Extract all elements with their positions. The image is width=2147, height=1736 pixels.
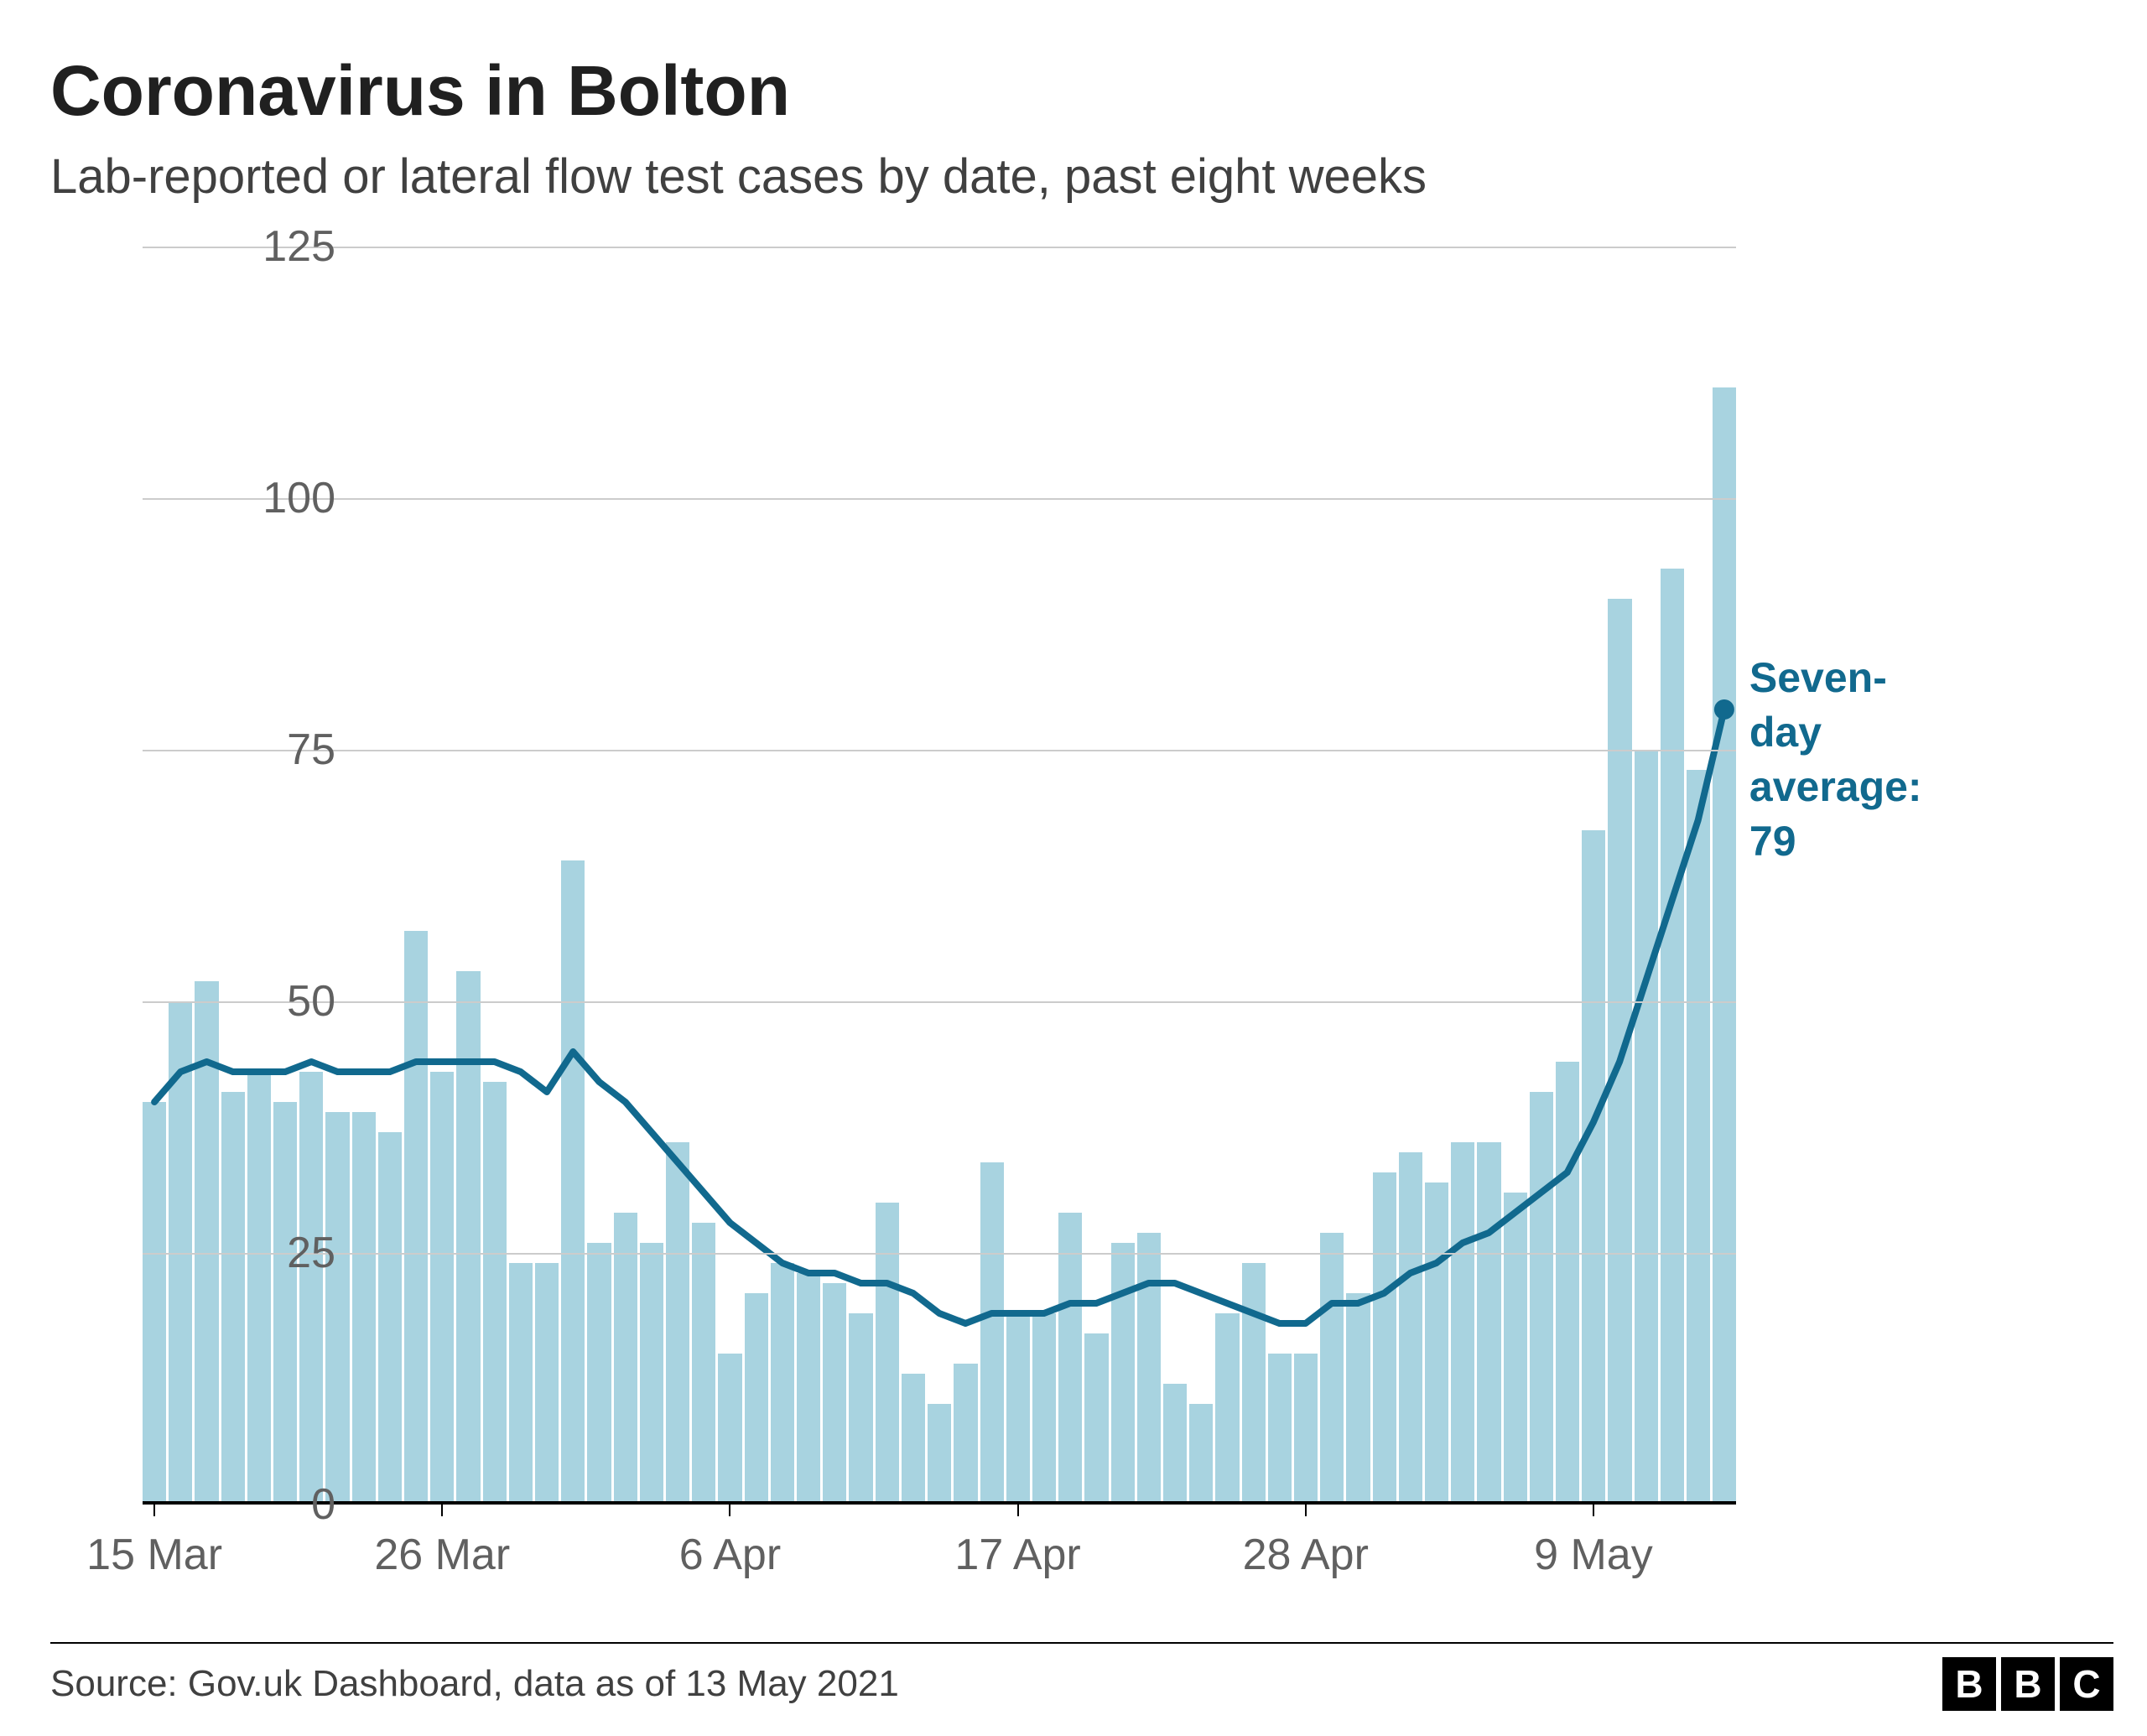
bar — [1530, 1092, 1553, 1505]
bar — [1608, 599, 1631, 1505]
x-tick — [153, 1505, 155, 1516]
bar — [1556, 1062, 1579, 1505]
x-tick — [729, 1505, 730, 1516]
bar — [1451, 1142, 1474, 1505]
x-tick — [1305, 1505, 1307, 1516]
x-axis-label: 26 Mar — [374, 1530, 510, 1580]
bar — [980, 1162, 1004, 1505]
chart-title: Coronavirus in Bolton — [50, 50, 2113, 132]
x-axis-label: 9 May — [1534, 1530, 1653, 1580]
bar — [1058, 1213, 1082, 1505]
footer: Source: Gov.uk Dashboard, data as of 13 … — [50, 1642, 2113, 1711]
x-axis-label: 28 Apr — [1243, 1530, 1369, 1580]
bar — [1084, 1333, 1108, 1505]
bar — [614, 1213, 637, 1505]
bar — [876, 1203, 899, 1505]
y-axis-label: 0 — [235, 1479, 335, 1530]
bar — [195, 981, 218, 1505]
bar — [247, 1072, 271, 1505]
bar — [1582, 830, 1605, 1505]
bar — [535, 1263, 559, 1505]
bar — [1189, 1404, 1213, 1505]
bar — [1137, 1233, 1161, 1505]
bbc-logo-block: C — [2060, 1657, 2113, 1711]
bar — [1713, 387, 1736, 1505]
bar — [954, 1364, 977, 1505]
bar — [692, 1223, 715, 1505]
chart-subtitle: Lab-reported or lateral flow test cases … — [50, 148, 2113, 205]
bar — [928, 1404, 951, 1505]
bar — [430, 1072, 454, 1505]
y-axis-label: 50 — [235, 976, 335, 1027]
bar — [221, 1092, 245, 1505]
bar — [1268, 1354, 1292, 1505]
gridline — [143, 1001, 1736, 1003]
x-axis-baseline — [143, 1501, 1736, 1505]
bar — [797, 1273, 820, 1505]
bar — [1661, 569, 1684, 1505]
bar — [143, 1102, 166, 1505]
y-axis-label: 100 — [235, 473, 335, 523]
x-axis-label: 17 Apr — [954, 1530, 1080, 1580]
bar — [902, 1374, 925, 1505]
bar — [1320, 1233, 1344, 1505]
bbc-logo: BBC — [1942, 1657, 2113, 1711]
bar — [1006, 1313, 1030, 1505]
bar — [1687, 770, 1710, 1505]
bar — [1215, 1313, 1239, 1505]
bar — [1635, 750, 1658, 1505]
y-axis-label: 75 — [235, 725, 335, 775]
bar — [1242, 1263, 1266, 1505]
bar — [1425, 1182, 1448, 1505]
bbc-logo-block: B — [2001, 1657, 2055, 1711]
bar — [587, 1243, 611, 1505]
bar — [1399, 1152, 1422, 1505]
x-axis-labels: 15 Mar26 Mar6 Apr17 Apr28 Apr9 May — [143, 1530, 1736, 1580]
bar — [273, 1102, 297, 1505]
bar — [561, 860, 585, 1505]
bar — [1373, 1172, 1396, 1505]
chart-container: Coronavirus in Bolton Lab-reported or la… — [0, 0, 2147, 1736]
y-axis-label: 125 — [235, 221, 335, 272]
gridline — [143, 247, 1736, 248]
bar — [352, 1112, 376, 1505]
bar — [823, 1283, 846, 1505]
bar — [640, 1243, 663, 1505]
bar — [456, 971, 480, 1505]
x-tick — [1017, 1505, 1019, 1516]
bar — [1163, 1384, 1187, 1505]
bar — [378, 1132, 402, 1505]
x-axis-label: 6 Apr — [679, 1530, 781, 1580]
bar — [1032, 1313, 1056, 1505]
annotation-label: Seven-dayaverage:79 — [1749, 651, 1946, 869]
bar — [404, 931, 428, 1505]
bar — [718, 1354, 741, 1505]
bar — [1294, 1354, 1318, 1505]
bar — [325, 1112, 349, 1505]
bar — [1477, 1142, 1500, 1505]
bar — [509, 1263, 533, 1505]
x-tick — [1593, 1505, 1594, 1516]
bar — [849, 1313, 872, 1505]
bar — [1111, 1243, 1135, 1505]
gridline — [143, 498, 1736, 500]
gridline — [143, 1253, 1736, 1255]
bar — [299, 1072, 323, 1505]
x-axis-label: 15 Mar — [86, 1530, 222, 1580]
bar — [1346, 1293, 1370, 1505]
bar — [666, 1142, 689, 1505]
source-text: Source: Gov.uk Dashboard, data as of 13 … — [50, 1663, 899, 1705]
bar — [745, 1293, 768, 1505]
bar — [1504, 1193, 1527, 1505]
bars-group — [143, 247, 1736, 1505]
bbc-logo-block: B — [1942, 1657, 1996, 1711]
plot-area: 15 Mar26 Mar6 Apr17 Apr28 Apr9 May 02550… — [143, 247, 1946, 1505]
x-tick — [441, 1505, 443, 1516]
y-axis-label: 25 — [235, 1228, 335, 1278]
gridline — [143, 750, 1736, 751]
bar — [771, 1263, 794, 1505]
bar — [483, 1082, 507, 1505]
